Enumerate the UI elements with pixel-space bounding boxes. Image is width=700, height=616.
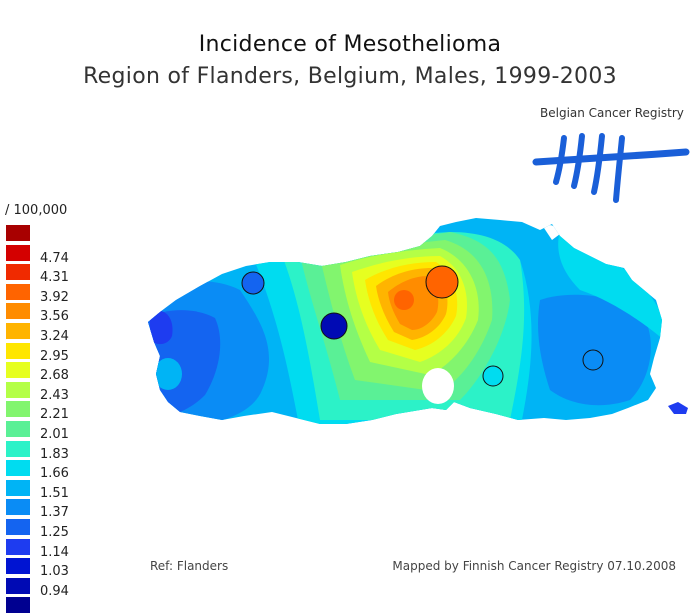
legend-swatch — [6, 420, 30, 437]
legend-label: 2.21 — [40, 407, 69, 423]
legend-swatch — [6, 479, 30, 496]
legend-swatch — [6, 322, 30, 339]
legend-swatch — [6, 342, 30, 359]
legend-label: 1.51 — [40, 485, 69, 501]
legend-label: 2.43 — [40, 387, 69, 403]
map-subtitle: Region of Flanders, Belgium, Males, 1999… — [83, 64, 617, 89]
belgian-cancer-registry-logo: Belgian Cancer Registry — [522, 100, 694, 212]
legend-swatch — [6, 244, 30, 261]
legend-label: 2.68 — [40, 368, 69, 384]
flanders-map — [148, 218, 688, 424]
legend-label: 2.01 — [40, 426, 69, 442]
logo-text: Belgian Cancer Registry — [540, 106, 684, 120]
map-reference: Ref: Flanders — [150, 559, 229, 573]
legend-swatch — [6, 499, 30, 516]
legend-label: 1.66 — [40, 466, 69, 482]
legend-label: 4.74 — [40, 250, 69, 266]
legend-label: 1.14 — [40, 544, 69, 560]
legend-label: 1.25 — [40, 524, 69, 540]
legend-unit: / 100,000 — [5, 203, 68, 218]
legend-label: 2.95 — [40, 348, 69, 364]
legend-label: 4.31 — [40, 270, 69, 286]
legend-swatch — [6, 381, 30, 398]
map-title: Incidence of Mesothelioma — [198, 32, 502, 57]
legend-label: 1.37 — [40, 505, 69, 521]
legend-swatch — [6, 558, 30, 575]
legend-swatch — [6, 577, 30, 594]
legend-swatch — [6, 440, 30, 457]
legend-swatch — [6, 362, 30, 379]
map-credit: Mapped by Finnish Cancer Registry 07.10.… — [392, 559, 676, 573]
legend-label: 3.24 — [40, 328, 69, 344]
legend-swatch — [6, 460, 30, 477]
legend-label: 0.94 — [40, 583, 69, 599]
legend-swatch — [6, 518, 30, 535]
legend-swatch — [6, 264, 30, 281]
legend-label: 3.56 — [40, 309, 69, 325]
legend-label: 3.92 — [40, 289, 69, 305]
legend-swatch — [6, 303, 30, 320]
legend-swatch — [6, 538, 30, 555]
legend-swatch — [6, 283, 30, 300]
legend-label: 1.03 — [40, 564, 69, 580]
legend-swatch — [6, 225, 30, 241]
legend-swatch — [6, 401, 30, 418]
legend-label: 1.83 — [40, 446, 69, 462]
